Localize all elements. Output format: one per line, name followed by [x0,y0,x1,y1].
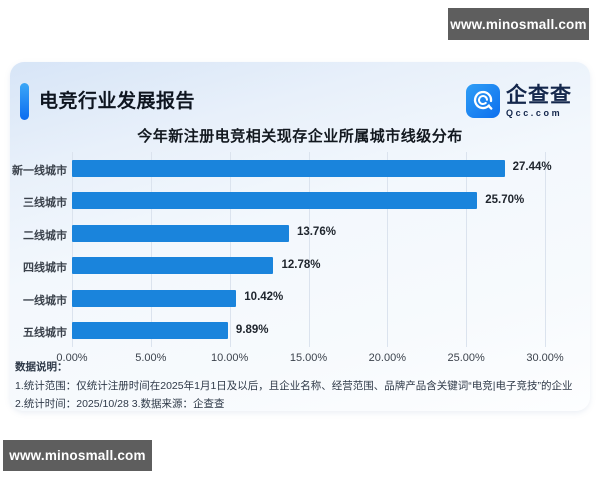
x-axis-tick-label: 20.00% [368,352,406,364]
bar-value-label: 10.42% [244,291,284,304]
report-card: 电竞行业发展报告 企查查 Qcc.com 今年新注册电竞相关现存企业所属城市线级… [10,62,590,411]
gridline [545,152,546,347]
category-label: 新一线城市 [12,164,67,177]
watermark-top: www.minosmall.com [448,8,589,40]
data-notes: 数据说明： 1.统计范围：仅统计注册时间在2025年1月1日及以后，且企业名称、… [15,358,575,414]
watermark-top-text: www.minosmall.com [450,16,587,32]
notes-line-2: 2.统计时间：2025/10/28 3.数据来源：企查查 [15,398,225,410]
qcc-logo: 企查查 Qcc.com [466,84,572,118]
bar [72,289,237,307]
gridline [466,152,468,347]
x-axis-tick-label: 30.00% [526,352,564,364]
bar [72,224,289,242]
category-label: 四线城市 [23,262,67,275]
title-accent-bar [20,83,29,120]
x-axis-tick-label: 10.00% [211,352,249,364]
category-label: 五线城市 [23,327,67,340]
category-label: 三线城市 [23,197,67,210]
gridline [150,152,152,347]
notes-line-1: 1.统计范围：仅统计注册时间在2025年1月1日及以后，且企业名称、经营范围、品… [15,379,573,392]
x-axis-tick-label: 15.00% [289,352,328,364]
bar-chart: 0.00% 5.00% 10.00% 15.00% 20.00% 25.00% 30.00%… [10,152,590,367]
bar [72,159,505,177]
bar [72,257,274,275]
chart-title: 今年新注册电竞相关现存企业所属城市线级分布 [137,128,463,145]
gridline [387,152,389,347]
gridline [229,152,231,347]
x-axis-tick-label: 25.00% [447,352,485,364]
x-axis-tick-label: 5.00% [135,352,167,364]
watermark-bottom-text: www.minosmall.com [9,448,146,463]
watermark-bottom: www.minosmall.com [3,440,152,471]
category-label: 二线城市 [23,229,67,242]
bar-value-label: 12.78% [281,258,321,271]
bar-value-label: 25.70% [485,193,525,206]
magnifier-spiral-icon [473,90,493,110]
category-label: 一线城市 [23,294,67,307]
notes-heading: 数据说明： [15,361,68,373]
qcc-logo-name: 企查查 [506,84,572,107]
gridline [308,152,310,347]
bar [72,322,228,340]
bar [72,192,478,210]
gridline [72,152,73,347]
bar-value-label: 9.89% [235,323,269,336]
x-axis-tick-label: 0.00% [56,352,88,364]
bar-value-label: 27.44% [512,161,552,174]
bar-value-label: 13.76% [296,226,336,239]
qcc-logo-domain: Qcc.com [506,108,563,118]
qcc-logo-text: 企查查 Qcc.com [506,84,572,118]
report-title: 电竞行业发展报告 [39,91,196,112]
qcc-logo-icon [466,84,500,118]
